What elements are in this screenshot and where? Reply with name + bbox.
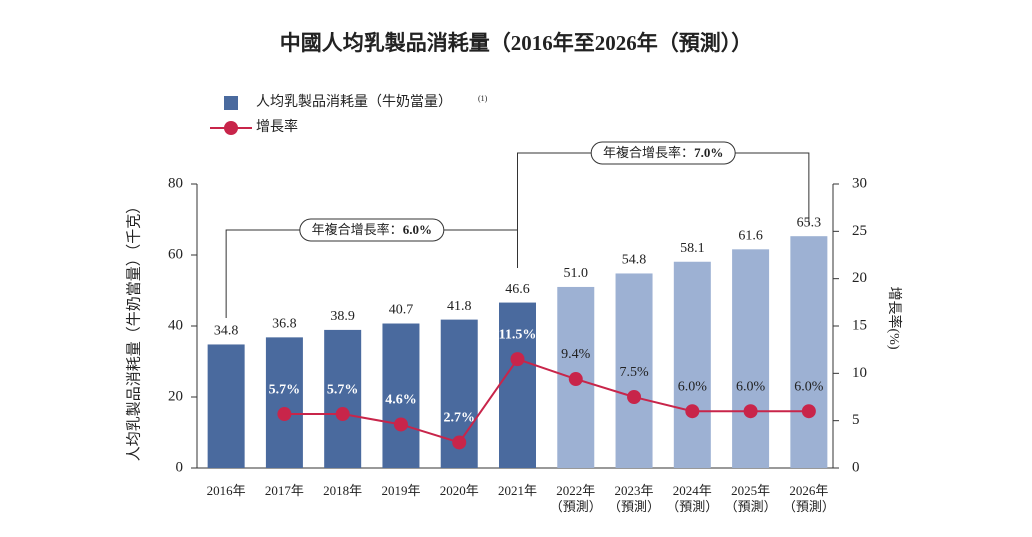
cagr-text: 年複合增長率： — [603, 145, 694, 160]
y2-axis-label: 增長率(%) — [886, 287, 903, 350]
y2-tick-label: 15 — [852, 317, 867, 333]
y2-tick-label: 30 — [852, 175, 867, 191]
bar-value-label: 58.1 — [680, 241, 705, 256]
bar-value-label: 54.8 — [622, 253, 647, 268]
bar — [673, 261, 711, 468]
x-tick-label: 2024年 — [673, 483, 712, 498]
growth-dot — [335, 407, 350, 422]
legend-swatch-dot — [224, 121, 238, 135]
growth-value-label: 9.4% — [561, 347, 591, 362]
y-axis-label: 人均乳製品消耗量（牛奶當量）（千克） — [125, 199, 142, 462]
cagr-label: 年複合增長率：6.0% — [312, 222, 432, 237]
y-tick-label: 40 — [168, 317, 183, 333]
growth-value-label: 6.0% — [678, 379, 708, 394]
bar-value-label: 41.8 — [447, 299, 472, 314]
growth-dot — [627, 390, 642, 404]
legend-label: 增長率 — [256, 118, 298, 135]
growth-value-label: 5.7% — [269, 382, 301, 397]
bar — [615, 273, 653, 468]
x-tick-label: 2023年 — [615, 483, 654, 498]
bar — [265, 337, 303, 468]
bar-value-label: 36.8 — [272, 317, 297, 332]
cagr-box — [590, 141, 736, 165]
legend-swatch-bar — [224, 96, 238, 110]
y-tick-label: 0 — [176, 459, 184, 475]
y-tick-label: 20 — [168, 388, 183, 404]
bar — [382, 323, 420, 468]
growth-value-label: 7.5% — [619, 365, 649, 380]
growth-dot — [685, 404, 700, 419]
growth-value-label: 11.5% — [499, 327, 537, 342]
bar-value-label: 34.8 — [214, 324, 239, 339]
bar-value-label: 38.9 — [330, 309, 355, 324]
bar-value-label: 46.6 — [505, 282, 530, 297]
x-tick-label: 2017年 — [265, 483, 304, 498]
growth-dot — [743, 404, 758, 419]
x-tick-label: 2019年 — [381, 483, 420, 498]
growth-line — [284, 357, 809, 444]
x-tick-label: （預測） — [725, 499, 777, 514]
growth-dot — [510, 352, 525, 367]
bar-value-label: 61.6 — [738, 229, 763, 244]
x-tick-label: （預測） — [783, 499, 835, 514]
growth-dot — [452, 435, 467, 450]
chart-title: 中國人均乳製品消耗量（2016年至2026年（預測）） — [280, 31, 753, 55]
x-tick-label: （預測） — [550, 499, 602, 514]
x-tick-label: 2021年 — [498, 483, 537, 498]
growth-dot — [277, 407, 292, 422]
bar — [732, 249, 770, 468]
bar — [324, 329, 362, 468]
x-tick-label: （預測） — [666, 499, 718, 514]
y2-tick-label: 25 — [852, 223, 867, 239]
growth-dot — [801, 404, 816, 419]
growth-value-label: 4.6% — [385, 393, 417, 408]
growth-value-label: 2.7% — [443, 411, 475, 426]
y2-tick-label: 10 — [852, 365, 867, 381]
cagr-box — [299, 218, 445, 242]
cagr-bracket — [225, 229, 518, 318]
bar-value-label: 40.7 — [389, 303, 414, 318]
cagr-value: 7.0% — [694, 145, 723, 160]
growth-dot — [393, 417, 408, 432]
y2-tick-label: 0 — [852, 459, 860, 475]
bar-value-label: 51.0 — [564, 266, 589, 281]
bar — [790, 236, 828, 468]
growth-value-label: 5.7% — [327, 382, 359, 397]
growth-value-label: 6.0% — [736, 379, 766, 394]
y2-tick-label: 5 — [852, 412, 860, 428]
x-tick-label: （預測） — [608, 499, 660, 514]
cagr-label: 年複合增長率：7.0% — [603, 145, 723, 160]
bar — [207, 344, 245, 468]
legend-note: (1) — [478, 94, 488, 103]
x-tick-label: 2016年 — [207, 483, 246, 498]
cagr-value: 6.0% — [403, 222, 432, 237]
x-tick-label: 2025年 — [731, 483, 770, 498]
cagr-text: 年複合增長率： — [312, 222, 403, 237]
x-tick-label: 2018年 — [323, 483, 362, 498]
legend-label: 人均乳製品消耗量（牛奶當量） — [256, 94, 452, 110]
y-tick-label: 60 — [168, 246, 183, 262]
y2-tick-label: 20 — [852, 270, 867, 286]
x-tick-label: 2026年 — [789, 483, 828, 498]
bar — [499, 302, 536, 468]
x-tick-label: 2020年 — [440, 483, 479, 498]
growth-dot — [568, 372, 583, 387]
growth-value-label: 6.0% — [794, 379, 824, 394]
y-tick-label: 80 — [168, 175, 183, 191]
x-tick-label: 2022年 — [556, 483, 595, 498]
